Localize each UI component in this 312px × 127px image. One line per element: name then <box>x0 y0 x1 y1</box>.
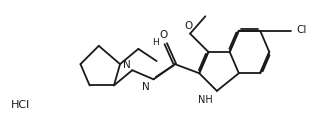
Text: HCl: HCl <box>11 100 31 110</box>
Text: N: N <box>123 60 131 70</box>
Text: O: O <box>160 30 168 40</box>
Text: N: N <box>142 82 150 92</box>
Text: NH: NH <box>198 96 213 106</box>
Text: O: O <box>184 21 193 31</box>
Text: Cl: Cl <box>296 25 306 35</box>
Text: H: H <box>152 38 159 47</box>
